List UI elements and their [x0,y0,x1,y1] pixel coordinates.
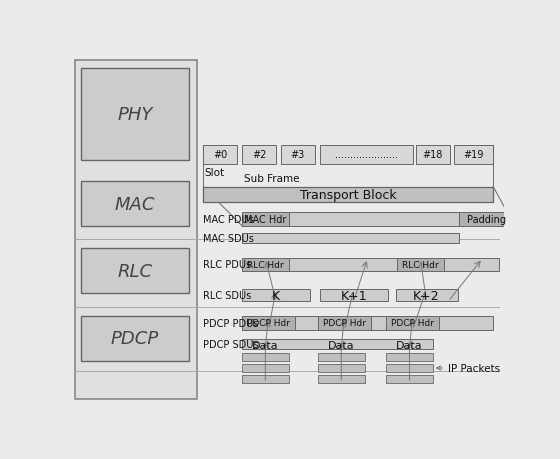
Text: Padding: Padding [468,214,506,224]
Bar [242,316,295,330]
Text: Data: Data [252,340,279,350]
Bar [203,146,237,164]
Text: .....................: ..................... [334,150,398,160]
Bar [242,259,288,271]
Text: PDCP SDUs: PDCP SDUs [203,339,259,349]
Bar [386,316,439,330]
Bar [242,146,276,164]
Bar [439,316,493,330]
Text: MAC SDUs: MAC SDUs [203,233,254,243]
Bar [318,375,365,383]
Text: MAC Hdr: MAC Hdr [244,214,287,224]
Text: PDCP Hdr: PDCP Hdr [323,319,366,328]
Text: Data: Data [396,340,423,350]
Bar [203,187,493,202]
Bar [318,364,365,372]
Text: RLC PDUs: RLC PDUs [203,260,251,270]
Text: PHY: PHY [118,106,153,124]
Text: PDCP PDUs: PDCP PDUs [203,318,259,328]
Text: PDCP Hdr: PDCP Hdr [391,319,434,328]
Bar [416,146,450,164]
Text: PDCP: PDCP [111,330,159,347]
Text: #18: #18 [422,150,443,160]
Text: Transport Block: Transport Block [300,189,396,202]
Bar [81,316,189,361]
Bar [288,259,421,271]
Bar [318,316,371,330]
Text: MAC PDUs: MAC PDUs [203,214,254,224]
Bar [242,375,288,383]
Text: RLC Hdr: RLC Hdr [247,260,283,269]
Bar [318,353,365,362]
Bar [81,182,189,226]
Text: Data: Data [328,340,354,350]
Text: K+1: K+1 [340,289,367,302]
Bar [386,353,433,362]
Bar [386,375,433,383]
Text: IP Packets: IP Packets [437,363,500,373]
Text: #2: #2 [252,150,267,160]
Text: PDCP Hdr: PDCP Hdr [247,319,290,328]
Text: #0: #0 [213,150,227,160]
Text: #19: #19 [464,150,484,160]
Text: MAC: MAC [115,195,155,213]
Bar [281,146,315,164]
Bar [397,259,444,271]
Text: #3: #3 [291,150,305,160]
Bar [81,69,189,161]
Bar [295,316,335,330]
Text: K+2: K+2 [413,289,440,302]
Bar [444,259,500,271]
Bar [242,213,288,226]
Text: RLC Hdr: RLC Hdr [402,260,438,269]
Text: Sub Frame: Sub Frame [244,174,299,184]
Bar [81,249,189,293]
Bar [288,213,459,226]
Bar [242,353,288,362]
Text: RLC SDUs: RLC SDUs [203,291,251,301]
Bar [242,364,288,372]
Text: RLC: RLC [118,262,153,280]
Bar [242,339,433,349]
Bar [371,316,411,330]
Bar [242,233,459,243]
Bar [454,146,493,164]
Text: K: K [272,289,280,302]
Bar [242,290,310,302]
Bar [395,290,458,302]
Bar [386,364,433,372]
Bar [459,213,515,226]
Bar [320,290,388,302]
Bar [320,146,413,164]
Text: Slot: Slot [205,167,225,177]
Bar [74,61,197,399]
